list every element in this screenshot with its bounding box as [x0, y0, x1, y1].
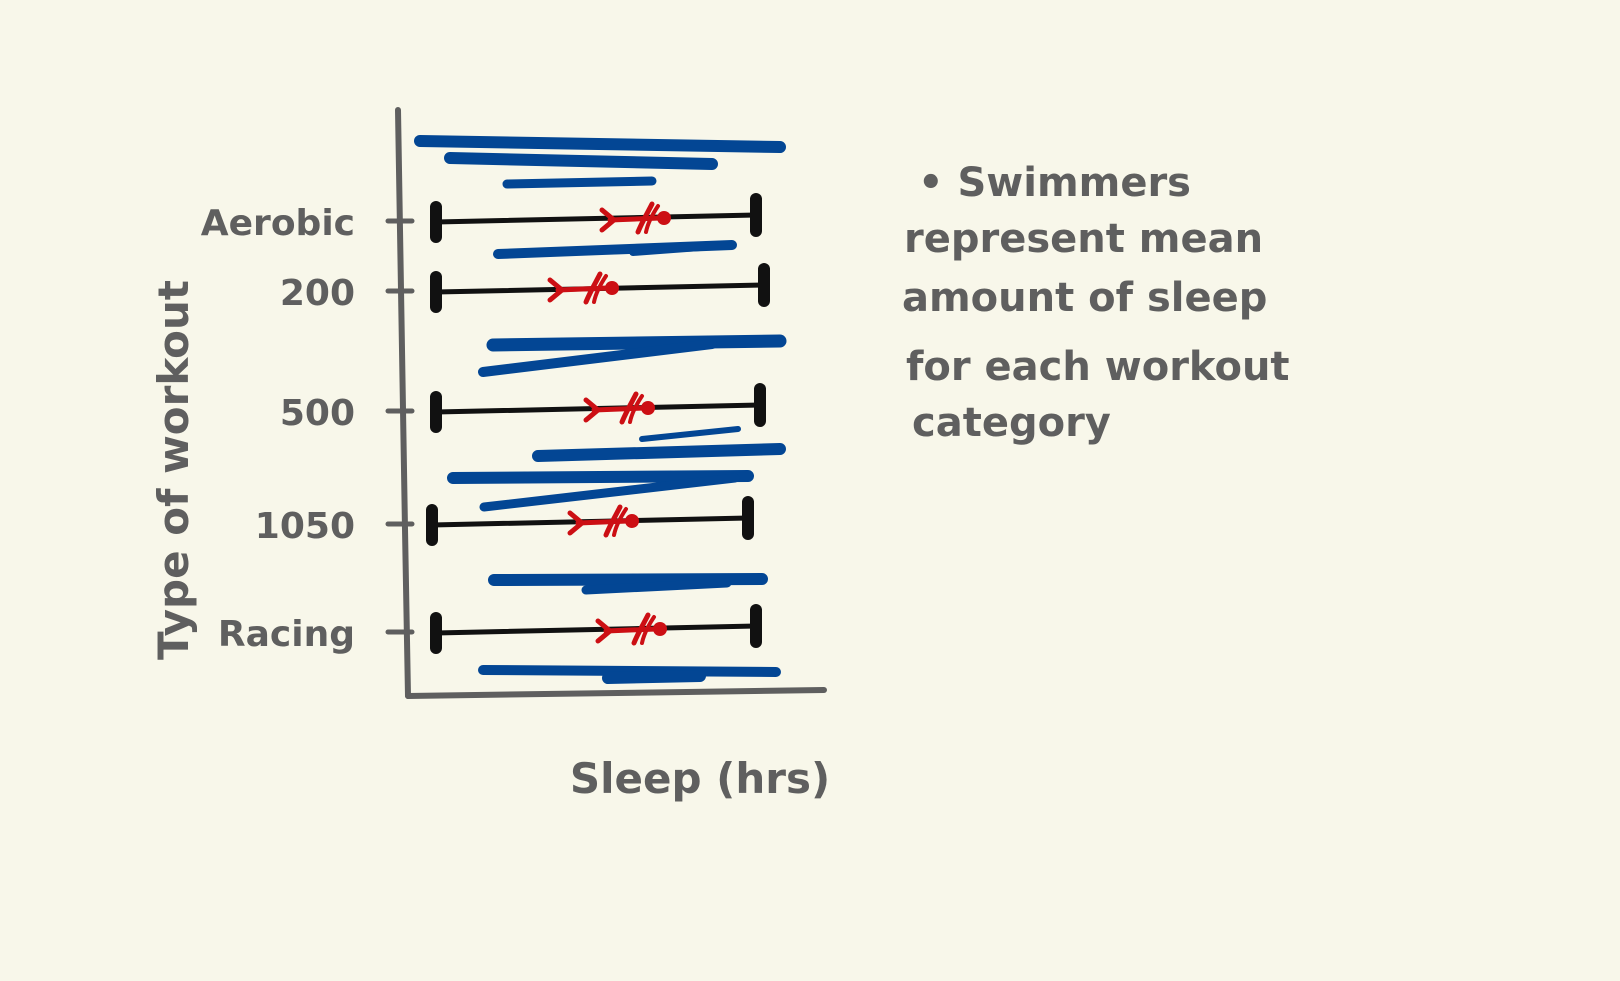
category-label: 1050 [255, 506, 355, 547]
category-label: Racing [218, 614, 355, 655]
water-wave [486, 334, 787, 352]
annotation: • Swimmers represent mean amount of sleep f… [902, 160, 1290, 446]
water-wave [502, 176, 657, 189]
water-wave [581, 578, 732, 595]
water-wave [478, 665, 781, 677]
y-ticks [385, 218, 415, 635]
x-axis-label: Sleep (hrs) [570, 754, 830, 803]
y-axis-label: Type of workout [149, 280, 198, 660]
category-labels: Aerobic 200 500 1050 Racing [201, 203, 355, 655]
x-axis-line [405, 687, 827, 699]
water-wave [602, 670, 706, 684]
water-wave [444, 152, 718, 170]
water-wave [479, 473, 740, 512]
water-wave [414, 135, 786, 153]
water-wave [447, 470, 754, 484]
category-label: 500 [280, 393, 355, 434]
chart-axes [395, 107, 827, 699]
mean-swimmer-marker [583, 391, 655, 425]
water-wave [478, 339, 717, 377]
water-waves-decoration [414, 135, 787, 684]
water-wave [639, 426, 741, 442]
category-label: 200 [280, 273, 355, 314]
category-label: Aerobic [201, 203, 355, 244]
mean-swimmer-marker [547, 271, 619, 305]
water-wave [629, 241, 731, 256]
mean-swimmer-marker [595, 612, 667, 646]
mean-swimmer-marker [599, 201, 671, 235]
y-axis-line [395, 107, 411, 699]
mean-swimmer-marker [567, 504, 639, 538]
range-line [433, 623, 759, 636]
range-line [433, 212, 759, 225]
water-wave [532, 443, 786, 462]
mean-markers [547, 201, 671, 646]
